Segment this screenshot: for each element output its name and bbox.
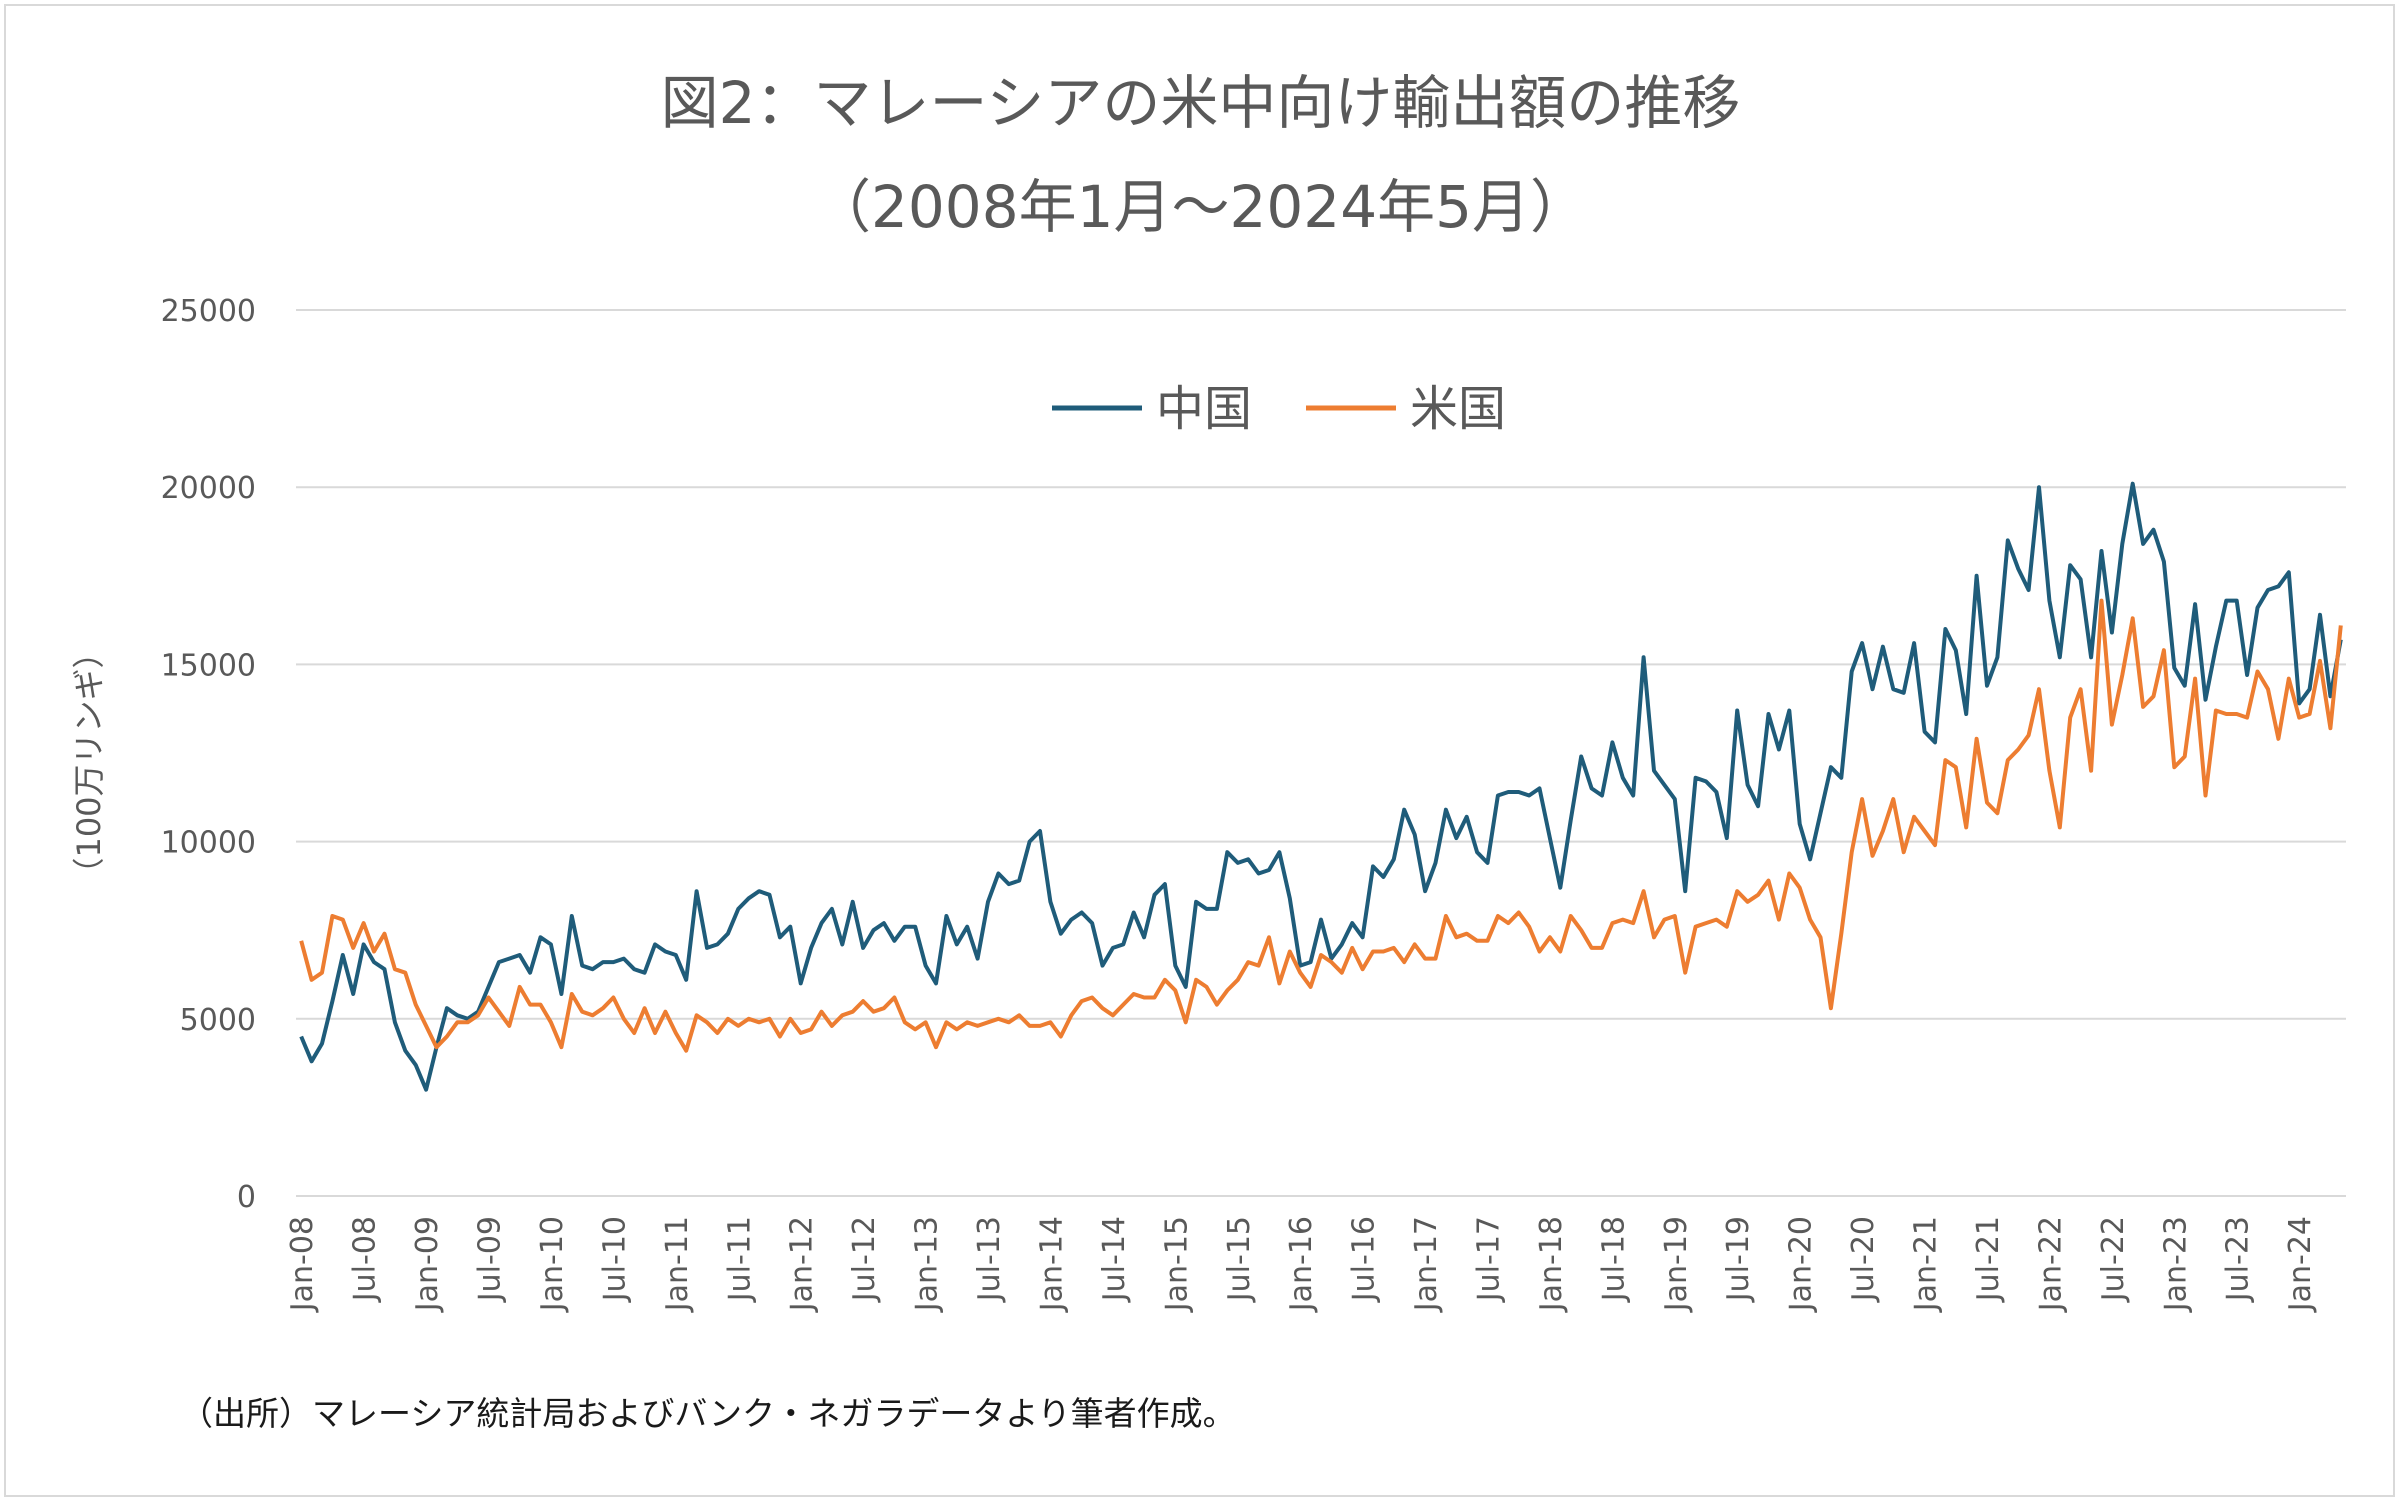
x-tick-label: Jul-19 [1721, 1216, 1756, 1303]
x-tick-label: Jul-09 [473, 1216, 508, 1303]
x-tick-label: Jan-15 [1159, 1216, 1194, 1313]
x-tick-label: Jul-10 [597, 1216, 632, 1303]
y-tick-label: 10000 [161, 826, 256, 861]
source-note: （出所）マレーシア統計局およびバンク・ネガラデータより筆者作成。 [180, 1394, 1236, 1433]
y-tick-label: 0 [237, 1180, 256, 1215]
legend-label-china: 中国 [1156, 381, 1252, 437]
x-tick-label: Jan-19 [1659, 1216, 1694, 1313]
chart-subtitle: （2008年1月～2024年5月） [812, 173, 1588, 241]
x-tick-label: Jan-13 [910, 1216, 945, 1313]
chart-frame [4, 4, 2395, 1497]
y-tick-label: 25000 [161, 294, 256, 329]
x-tick-label: Jan-16 [1284, 1216, 1319, 1313]
x-tick-label: Jan-24 [2283, 1216, 2318, 1313]
legend-label-usa: 米国 [1410, 381, 1506, 437]
x-tick-label: Jan-14 [1034, 1216, 1069, 1313]
x-tick-label: Jul-22 [2096, 1216, 2131, 1303]
y-tick-label: 20000 [161, 471, 256, 506]
x-tick-label: Jul-15 [1222, 1216, 1257, 1303]
x-tick-label: Jul-13 [972, 1216, 1007, 1303]
x-tick-label: Jul-20 [1846, 1216, 1881, 1303]
x-tick-label: Jan-20 [1784, 1216, 1819, 1313]
x-tick-label: Jan-22 [2033, 1216, 2068, 1313]
x-tick-label: Jan-23 [2158, 1216, 2193, 1313]
x-tick-label: Jul-16 [1347, 1216, 1382, 1303]
x-tick-label: Jul-12 [847, 1216, 882, 1303]
y-tick-label: 5000 [180, 1003, 256, 1038]
x-tick-label: Jan-12 [785, 1216, 820, 1313]
x-tick-label: Jul-17 [1471, 1216, 1506, 1303]
x-tick-label: Jan-17 [1409, 1216, 1444, 1313]
x-tick-label: Jul-23 [2221, 1216, 2256, 1303]
x-tick-label: Jul-08 [348, 1216, 383, 1303]
x-tick-label: Jul-14 [1097, 1216, 1132, 1303]
y-axis-label: （100万リンギ） [70, 636, 108, 889]
series-line-usa [299, 598, 2343, 1053]
x-tick-label: Jan-11 [660, 1216, 695, 1313]
chart-title: 図2：マレーシアの米中向け輸出額の推移 [660, 69, 1741, 137]
x-tick-label: Jan-10 [535, 1216, 570, 1313]
x-tick-label: Jul-21 [1971, 1216, 2006, 1303]
series-line-china [299, 481, 2343, 1092]
x-tick-label: Jan-08 [285, 1216, 320, 1313]
y-tick-label: 15000 [161, 648, 256, 683]
x-tick-label: Jul-18 [1596, 1216, 1631, 1303]
x-tick-label: Jan-18 [1534, 1216, 1569, 1313]
x-tick-label: Jul-11 [722, 1216, 757, 1303]
x-tick-label: Jan-21 [1909, 1216, 1944, 1313]
x-tick-label: Jan-09 [410, 1216, 445, 1313]
